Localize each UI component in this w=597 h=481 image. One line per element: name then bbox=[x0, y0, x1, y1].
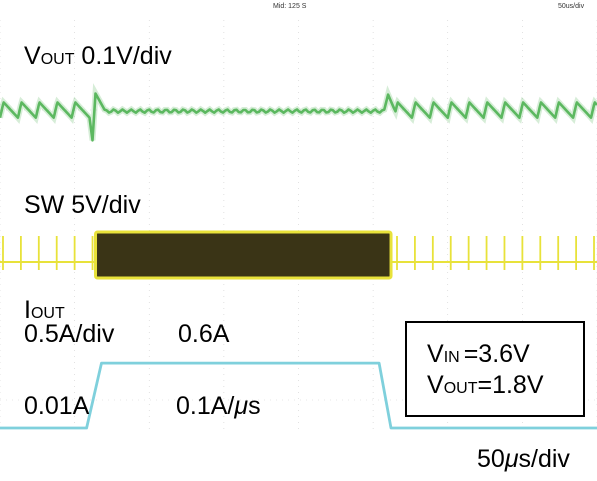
sw-label: SW 5V/div bbox=[24, 191, 141, 219]
vout-label-v: V bbox=[24, 42, 41, 70]
vout-label-sub: OUT bbox=[40, 51, 75, 68]
iout-label: IOUT bbox=[24, 296, 65, 324]
vin-value: =3.6V bbox=[463, 340, 530, 368]
timebase-num: 50 bbox=[477, 445, 505, 473]
iout-label-i: I bbox=[24, 296, 31, 324]
iout-high-value: 0.6A bbox=[178, 320, 230, 348]
timebase-mu: μ bbox=[504, 445, 519, 473]
sw-burst-block bbox=[94, 230, 393, 280]
vout-label-scale: 0.1V/div bbox=[81, 42, 172, 70]
iout-label-sub: OUT bbox=[30, 305, 65, 322]
vout-cond-v: V bbox=[427, 371, 444, 399]
vin-sub: IN bbox=[443, 349, 460, 366]
timebase-unit: s/div bbox=[518, 445, 570, 473]
iout-low-value: 0.01A bbox=[24, 392, 90, 420]
vout-cond-value: =1.8V bbox=[477, 371, 544, 399]
vout-trace bbox=[0, 92, 597, 142]
iout-trace bbox=[0, 361, 597, 430]
conditions-box: VIN =3.6V VOUT=1.8V bbox=[405, 321, 585, 417]
vin-v: V bbox=[427, 340, 444, 368]
iout-scale-label: 0.5A/div bbox=[24, 320, 115, 348]
slew-rate-label: 0.1A/μs bbox=[176, 394, 261, 419]
timebase-label: 50μs/div bbox=[477, 447, 570, 472]
header-timebase: 50us/div bbox=[558, 3, 585, 10]
header-center-text: Mid: 125 S bbox=[273, 3, 307, 10]
vout-trace-glow bbox=[0, 83, 597, 141]
slew-rate-value: 0.1A/ bbox=[176, 392, 235, 420]
slew-rate-unit: s bbox=[248, 392, 261, 420]
vin-condition: VIN =3.6V bbox=[427, 342, 530, 367]
vout-condition: VOUT=1.8V bbox=[427, 373, 544, 398]
slew-rate-mu: μ bbox=[234, 392, 249, 420]
traces bbox=[0, 83, 597, 430]
vout-cond-sub: OUT bbox=[443, 380, 478, 397]
vout-label: VOUT 0.1V/div bbox=[24, 44, 172, 69]
